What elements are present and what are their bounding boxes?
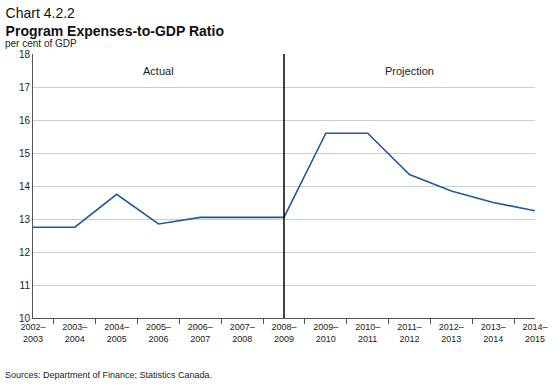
svg-text:2010–2011: 2010–2011 — [355, 322, 380, 344]
svg-text:2012–2013: 2012–2013 — [439, 322, 464, 344]
svg-text:Sources: Department of Finance: Sources: Department of Finance; Statisti… — [5, 370, 212, 380]
svg-text:10: 10 — [19, 313, 31, 324]
svg-text:2014–2015: 2014–2015 — [522, 322, 547, 344]
svg-text:2002–2003: 2002–2003 — [20, 322, 45, 344]
svg-text:13: 13 — [19, 214, 31, 225]
svg-text:2004–2005: 2004–2005 — [104, 322, 129, 344]
svg-text:18: 18 — [19, 49, 31, 60]
svg-text:2011–2012: 2011–2012 — [397, 322, 421, 344]
svg-text:11: 11 — [20, 280, 31, 291]
svg-text:2007–2008: 2007–2008 — [230, 322, 255, 344]
svg-text:2008–2009: 2008–2009 — [271, 322, 296, 344]
svg-text:12: 12 — [19, 247, 31, 258]
svg-text:15: 15 — [19, 148, 31, 159]
svg-text:2006–2007: 2006–2007 — [188, 322, 213, 344]
svg-text:2013–2014: 2013–2014 — [481, 322, 506, 344]
svg-text:Projection: Projection — [385, 65, 434, 77]
svg-text:17: 17 — [19, 82, 31, 93]
svg-text:2009–2010: 2009–2010 — [313, 322, 338, 344]
svg-text:Actual: Actual — [143, 65, 174, 77]
svg-text:Chart 4.2.2Program Expenses-to: Chart 4.2.2Program Expenses-to-GDP Ratio — [6, 5, 224, 39]
svg-text:per cent of GDP: per cent of GDP — [5, 38, 77, 49]
svg-text:2003–2004: 2003–2004 — [62, 322, 87, 344]
svg-text:2005–2006: 2005–2006 — [146, 322, 171, 344]
svg-text:14: 14 — [19, 181, 31, 192]
svg-text:16: 16 — [19, 115, 31, 126]
